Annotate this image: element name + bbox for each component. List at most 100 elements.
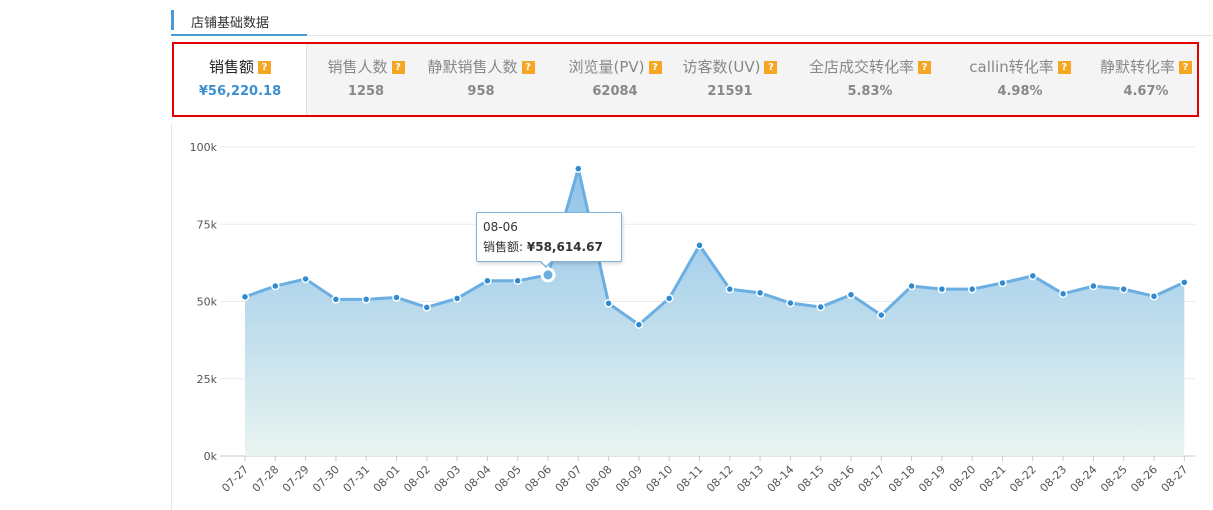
data-point [755, 288, 765, 298]
data-point [998, 278, 1007, 288]
data-point [725, 284, 735, 294]
x-tick-label: 08-14 [765, 463, 797, 495]
x-tick-label: 08-02 [401, 463, 433, 495]
metric-pageviews[interactable]: 浏览量(PV)? 62084 [551, 44, 679, 115]
metric-label: 全店成交转化率 [808, 58, 914, 76]
x-tick-label: 08-25 [1098, 463, 1130, 495]
data-point [392, 293, 401, 302]
x-tick-label: 08-06 [522, 463, 554, 495]
metric-label: 访客数(UV) [682, 58, 761, 76]
data-point [422, 303, 432, 312]
x-tick-label: 08-27 [1159, 463, 1191, 495]
data-point [604, 299, 613, 308]
divider [307, 35, 1213, 36]
tooltip-series: 销售额 [483, 240, 520, 254]
x-tick-label: 08-24 [1068, 463, 1100, 495]
series-line [244, 167, 1185, 327]
help-icon[interactable]: ? [648, 61, 662, 74]
metric-buyers[interactable]: 销售人数? 1258 [307, 44, 425, 115]
x-tick-label: 08-23 [1037, 463, 1069, 495]
sales-area-chart[interactable]: 0k 25k 50k 75k 100k 07-2707-2807-2907-3007-31… [172, 124, 1212, 510]
x-tick-label: 08-22 [1007, 463, 1039, 495]
x-tick-label: 07-30 [310, 463, 342, 495]
metric-label: 销售额 [208, 58, 254, 76]
metric-label: callin转化率 [969, 58, 1054, 76]
help-icon[interactable]: ? [764, 61, 778, 74]
x-tick-label: 07-31 [341, 463, 373, 495]
data-point [664, 294, 674, 303]
x-tick-label: 07-29 [280, 463, 312, 495]
x-tick-label: 08-09 [613, 463, 645, 495]
x-tick-label: 08-07 [553, 463, 585, 495]
help-icon[interactable]: ? [391, 61, 405, 74]
metric-value: 958 [467, 84, 495, 99]
data-point [907, 281, 916, 291]
data-point [574, 164, 583, 173]
x-tick-label: 08-19 [916, 463, 948, 495]
metric-value: 4.98% [997, 84, 1043, 99]
data-point [786, 298, 795, 308]
metric-value: ¥56,220.18 [198, 84, 282, 99]
x-tick-label: 08-13 [734, 463, 766, 495]
help-icon[interactable]: ? [258, 61, 271, 74]
x-tick-label: 07-27 [219, 463, 251, 495]
section-tab[interactable]: 店铺基础数据 [171, 8, 307, 36]
x-tick-label: 08-20 [947, 463, 979, 495]
data-point [483, 276, 492, 286]
metric-value: 62084 [592, 84, 638, 99]
area-fill [245, 168, 1185, 456]
metric-label: 浏览量(PV) [568, 58, 645, 76]
metric-visitors[interactable]: 访客数(UV)? 21591 [672, 44, 788, 115]
metric-label: 静默销售人数 [427, 58, 518, 76]
x-tick-label: 08-26 [1128, 463, 1160, 495]
data-point [361, 295, 371, 304]
help-icon[interactable]: ? [918, 61, 931, 74]
metrics-bar: 销售额? ¥56,220.18 销售人数? 1258 静默销售人数? 958 浏… [172, 42, 1199, 117]
metric-store-conversion[interactable]: 全店成交转化率? 5.83% [795, 44, 945, 115]
x-tick-label: 08-16 [825, 463, 857, 495]
metric-silent-buyers[interactable]: 静默销售人数? 958 [418, 44, 544, 115]
y-tick-label: 50k [197, 296, 218, 309]
section-tab-marker [171, 10, 174, 30]
data-point [240, 292, 250, 302]
y-tick-label: 0k [204, 450, 218, 463]
metric-silent-conversion[interactable]: 静默转化率? 4.67% [1088, 44, 1197, 115]
metric-label: 静默转化率 [1099, 58, 1175, 76]
data-point [540, 267, 556, 283]
metric-sales-amount[interactable]: 销售额? ¥56,220.18 [174, 44, 307, 115]
x-tick-label: 08-15 [795, 463, 827, 495]
x-tick-label: 08-08 [583, 463, 615, 495]
data-point [1180, 278, 1189, 287]
data-point [846, 290, 856, 299]
data-point [695, 241, 704, 250]
tooltip-separator: : [519, 240, 527, 254]
metric-value: 5.83% [847, 84, 893, 99]
data-point [271, 281, 280, 291]
help-icon[interactable]: ? [1057, 61, 1071, 74]
x-tick-label: 08-03 [431, 463, 463, 495]
data-point [513, 276, 522, 286]
metric-callin-conversion[interactable]: callin转化率? 4.98% [958, 44, 1082, 115]
data-point [967, 284, 977, 294]
chart-container: 0k 25k 50k 75k 100k 07-27 07-28 07-29 07-30 07-31… [171, 124, 1213, 510]
data-point [331, 295, 341, 304]
data-point [937, 284, 947, 294]
x-tick-label: 08-10 [644, 463, 676, 495]
x-tick-label: 08-11 [674, 463, 706, 495]
data-point [301, 274, 310, 284]
x-tick-label: 08-18 [886, 463, 918, 495]
y-tick-label: 100k [190, 141, 218, 154]
help-icon[interactable]: ? [1179, 61, 1192, 74]
x-tick-label: 08-01 [371, 463, 403, 495]
x-tick-label: 08-17 [856, 463, 888, 495]
data-point [816, 302, 825, 312]
data-point [877, 310, 886, 320]
help-icon[interactable]: ? [521, 61, 535, 74]
x-tick-label: 08-05 [492, 463, 524, 495]
data-point [1028, 271, 1038, 281]
y-tick-label: 25k [197, 373, 218, 386]
chart-tooltip: 08-06 销售额: ¥58,614.67 [476, 212, 622, 268]
tooltip-date: 08-06 [483, 220, 518, 234]
tooltip-value: ¥58,614.67 [526, 240, 603, 254]
y-tick-label: 75k [197, 218, 218, 231]
